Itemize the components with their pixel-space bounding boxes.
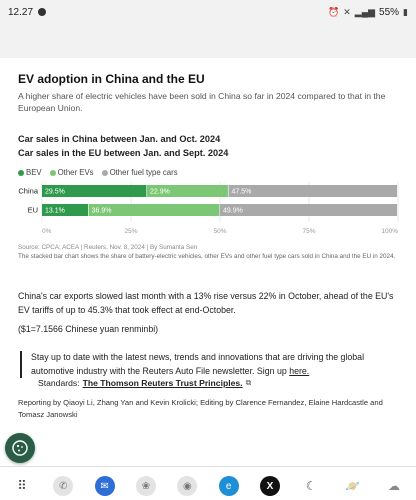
signal-icon: ▂▄▆ bbox=[354, 6, 376, 17]
legend-label-bev: BEV bbox=[26, 168, 42, 177]
notification-icon bbox=[38, 8, 47, 16]
x-tick-label: 75% bbox=[302, 228, 315, 235]
status-time: 12.27 bbox=[8, 6, 34, 18]
chart-source: Source: CPCA; ACEA | Reuters, Nov. 8, 20… bbox=[18, 244, 198, 251]
browser-top-band bbox=[0, 24, 416, 58]
bar-value-label: 47.5% bbox=[232, 189, 252, 196]
bar-segment bbox=[88, 204, 220, 216]
cookie-icon bbox=[12, 440, 28, 456]
bar-segment bbox=[228, 185, 398, 197]
legend-swatch-other-fuel bbox=[101, 169, 108, 176]
planet-icon[interactable]: 🪐 bbox=[345, 479, 361, 493]
phone-icon[interactable]: ✆ bbox=[53, 476, 74, 496]
camera-icon[interactable]: ◉ bbox=[177, 476, 198, 496]
legend-item-bev: BEV bbox=[18, 168, 42, 177]
chart-heading-china: Car sales in China between Jan. and Oct.… bbox=[18, 134, 221, 144]
chart-legend: BEV Other EVs Other fuel type cars bbox=[18, 168, 178, 177]
gallery-icon[interactable]: ❀ bbox=[135, 476, 156, 496]
cookie-settings-button[interactable] bbox=[5, 433, 35, 463]
bar-segment bbox=[147, 185, 228, 197]
newsletter-text: Stay up to date with the latest news, tr… bbox=[31, 352, 365, 376]
currency-note: ($1=7.1566 Chinese yuan renminbi) bbox=[18, 324, 159, 334]
trust-principles-link[interactable]: The Thomson Reuters Trust Principles. bbox=[82, 378, 243, 388]
chart-description: The stacked bar chart shows the share of… bbox=[18, 253, 396, 260]
graphic-subtitle: A higher share of electric vehicles have… bbox=[18, 91, 386, 114]
edge-icon[interactable]: e bbox=[218, 476, 239, 496]
alarm-icon: ⏰ bbox=[328, 6, 340, 17]
bar-segment bbox=[42, 185, 147, 197]
x-tick-label: 0% bbox=[42, 228, 52, 235]
category-label: EU bbox=[28, 206, 38, 215]
messages-icon[interactable]: ✉ bbox=[94, 476, 115, 496]
battery-icon: ▮ bbox=[403, 6, 408, 17]
graphic-title: EV adoption in China and the EU bbox=[18, 72, 205, 86]
bar-value-label: 22.9% bbox=[150, 189, 170, 196]
external-link-icon: ⧉ bbox=[245, 378, 252, 387]
x-icon[interactable]: X bbox=[259, 476, 280, 496]
dock-divider bbox=[0, 466, 416, 467]
legend-label-other-evs: Other EVs bbox=[57, 168, 94, 177]
bar-value-label: 49.9% bbox=[223, 208, 243, 215]
moon-icon[interactable]: ☾ bbox=[305, 479, 317, 493]
battery-level: 55% bbox=[379, 6, 400, 18]
mute-icon: ✕ bbox=[343, 6, 351, 17]
status-bar: 12.27 ⏰ ✕ ▂▄▆ 55% ▮ bbox=[0, 0, 416, 24]
legend-label-other-fuel: Other fuel type cars bbox=[109, 168, 178, 177]
stacked-bar-chart: 0% 25% 50% 75% 100% China 29.5% 22.9% 47.5% EU 13.… bbox=[18, 182, 399, 235]
article-paragraph: China's car exports slowed last month wi… bbox=[18, 291, 394, 315]
bar-value-label: 13.1% bbox=[45, 208, 65, 215]
chart-heading-eu: Car sales in the EU between Jan. and Sep… bbox=[18, 148, 229, 158]
bar-segment bbox=[42, 204, 89, 216]
legend-item-other-evs: Other EVs bbox=[49, 168, 94, 177]
newsletter-callout: Stay up to date with the latest news, tr… bbox=[20, 351, 400, 379]
legend-item-other-fuel: Other fuel type cars bbox=[101, 168, 178, 177]
bar-value-label: 29.5% bbox=[45, 189, 65, 196]
bar-segment bbox=[220, 204, 398, 216]
category-label: China bbox=[18, 187, 38, 196]
app-dock: ⠿ ✆ ✉ ❀ ◉ e X ☾ 🪐 ☁ bbox=[0, 472, 416, 500]
legend-swatch-other-evs bbox=[49, 169, 56, 176]
newsletter-signup-link[interactable]: here. bbox=[289, 365, 310, 376]
reporting-credits: Reporting by Qiaoyi Li, Zhang Yan and Ke… bbox=[18, 398, 383, 419]
bar-value-label: 36.9% bbox=[92, 208, 112, 215]
weather-icon[interactable]: ☁ bbox=[387, 479, 400, 493]
x-tick-label: 25% bbox=[124, 228, 137, 235]
legend-swatch-bev bbox=[18, 169, 24, 176]
x-tick-label: 100% bbox=[381, 228, 398, 235]
standards-line: Standards: The Thomson Reuters Trust Pri… bbox=[38, 378, 251, 388]
apps-grid-icon[interactable]: ⠿ bbox=[17, 478, 27, 493]
x-tick-label: 50% bbox=[213, 228, 226, 235]
standards-label: Standards: bbox=[38, 378, 80, 388]
